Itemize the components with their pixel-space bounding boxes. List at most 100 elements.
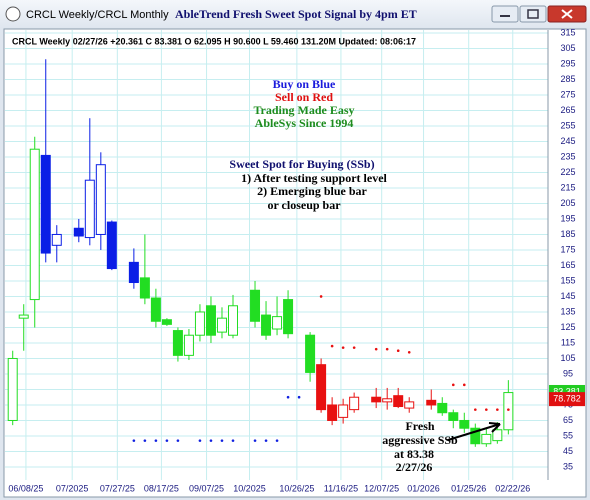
stop-dot xyxy=(407,350,411,354)
annotation: at 83.38 xyxy=(394,447,434,461)
annotation-arrow xyxy=(447,422,501,441)
x-tick-label: 07/27/25 xyxy=(100,483,135,493)
candle-body xyxy=(183,334,194,356)
stop-dot xyxy=(176,439,180,442)
candle-body xyxy=(327,404,338,421)
annotation: Trading Made Easy xyxy=(253,103,354,117)
stop-dot xyxy=(385,347,389,351)
y-tick-label: 65 xyxy=(563,415,573,425)
x-tick-label: 01/2026 xyxy=(407,483,440,493)
minimize-button[interactable] xyxy=(491,5,519,23)
x-tick-label: 12/07/25 xyxy=(364,483,399,493)
y-tick-label: 235 xyxy=(560,151,575,161)
y-tick-label: 225 xyxy=(560,167,575,177)
annotation: Buy on Blue xyxy=(273,77,336,91)
stop-dot xyxy=(462,383,466,387)
y-tick-label: 145 xyxy=(560,291,575,301)
stop-dot xyxy=(396,349,400,353)
x-tick-label: 07/2025 xyxy=(56,483,89,493)
y-tick-label: 275 xyxy=(560,89,575,99)
candle-body xyxy=(205,305,216,336)
candle-body xyxy=(95,164,106,235)
x-tick-label: 01/25/26 xyxy=(451,483,486,493)
candle-body xyxy=(437,402,448,414)
close-glyph xyxy=(561,9,573,19)
quote-header: CRCL Weekly 02/27/26 +20.361 C 83.381 O … xyxy=(12,36,416,46)
window-tabs[interactable]: CRCL Weekly/CRCL Monthly xyxy=(26,9,169,21)
stop-dot xyxy=(341,346,345,349)
candle-body xyxy=(382,398,393,403)
y-tick-label: 35 xyxy=(563,461,573,471)
annotation: 2/27/26 xyxy=(396,460,433,474)
candle-body xyxy=(481,433,492,445)
candle-body xyxy=(40,154,51,254)
candle-body xyxy=(128,261,139,284)
candle-body xyxy=(29,148,40,301)
stop-dot xyxy=(143,439,147,442)
price-tag-label: 78.782 xyxy=(553,393,581,403)
y-tick-label: 295 xyxy=(560,58,575,68)
annotation: Sell on Red xyxy=(275,90,333,104)
stop-dot xyxy=(264,439,268,442)
x-tick-label: 06/08/25 xyxy=(8,483,43,493)
y-tick-label: 245 xyxy=(560,136,575,146)
candle-body xyxy=(459,419,470,429)
y-tick-label: 45 xyxy=(563,446,573,456)
candle-body xyxy=(51,233,62,246)
candle-body xyxy=(349,396,360,411)
stop-dot xyxy=(275,439,279,442)
candle-body xyxy=(73,227,84,237)
candle-body xyxy=(316,364,327,411)
stop-dot xyxy=(154,439,158,442)
x-tick-label: 10/2025 xyxy=(233,483,266,493)
y-tick-label: 215 xyxy=(560,182,575,192)
maximize-glyph xyxy=(527,9,539,19)
annotation: or closeup bar xyxy=(267,198,341,212)
y-tick-label: 305 xyxy=(560,43,575,53)
candle-body xyxy=(172,330,183,356)
candle-body xyxy=(305,334,316,373)
stop-dot xyxy=(165,439,169,442)
price-tag-label: 83.381 xyxy=(553,386,581,396)
app-icon xyxy=(5,6,21,22)
stop-dot xyxy=(297,395,301,399)
stop-dot xyxy=(198,439,202,442)
stop-dot xyxy=(496,408,499,411)
candle-body xyxy=(250,289,261,322)
candle-body xyxy=(371,396,382,403)
y-tick-label: 265 xyxy=(560,105,575,115)
annotation: 2) Emerging blue bar xyxy=(257,184,367,198)
candle-body xyxy=(261,314,272,336)
annotation: aggressive SSb xyxy=(382,433,458,447)
candle-body xyxy=(448,412,459,421)
y-tick-label: 185 xyxy=(560,229,575,239)
maximize-button[interactable] xyxy=(519,5,547,23)
stop-dot xyxy=(132,439,136,442)
stop-dot xyxy=(451,383,455,387)
stop-dot xyxy=(319,295,323,298)
y-tick-label: 135 xyxy=(560,306,575,316)
candle-body xyxy=(272,316,283,330)
stop-dot xyxy=(374,347,378,351)
candle-body xyxy=(150,297,161,322)
candle-body xyxy=(393,395,404,408)
x-tick-label: 11/16/25 xyxy=(324,483,358,493)
stop-dot xyxy=(485,408,488,411)
candle-body xyxy=(503,392,514,431)
y-tick-label: 125 xyxy=(560,322,575,332)
y-tick-label: 55 xyxy=(563,430,573,440)
y-tick-label: 155 xyxy=(560,275,575,285)
annotation: AbleSys Since 1994 xyxy=(255,116,354,130)
stop-dot xyxy=(474,408,477,411)
y-tick-label: 165 xyxy=(560,260,575,270)
candle-body xyxy=(139,277,150,299)
stop-dot xyxy=(330,344,334,348)
candle-body xyxy=(227,305,238,336)
candle-body xyxy=(216,317,227,333)
candle-body xyxy=(426,399,437,406)
y-tick-label: 175 xyxy=(560,244,575,254)
candle-body xyxy=(283,299,294,335)
candle-body xyxy=(106,221,117,270)
y-tick-label: 285 xyxy=(560,74,575,84)
